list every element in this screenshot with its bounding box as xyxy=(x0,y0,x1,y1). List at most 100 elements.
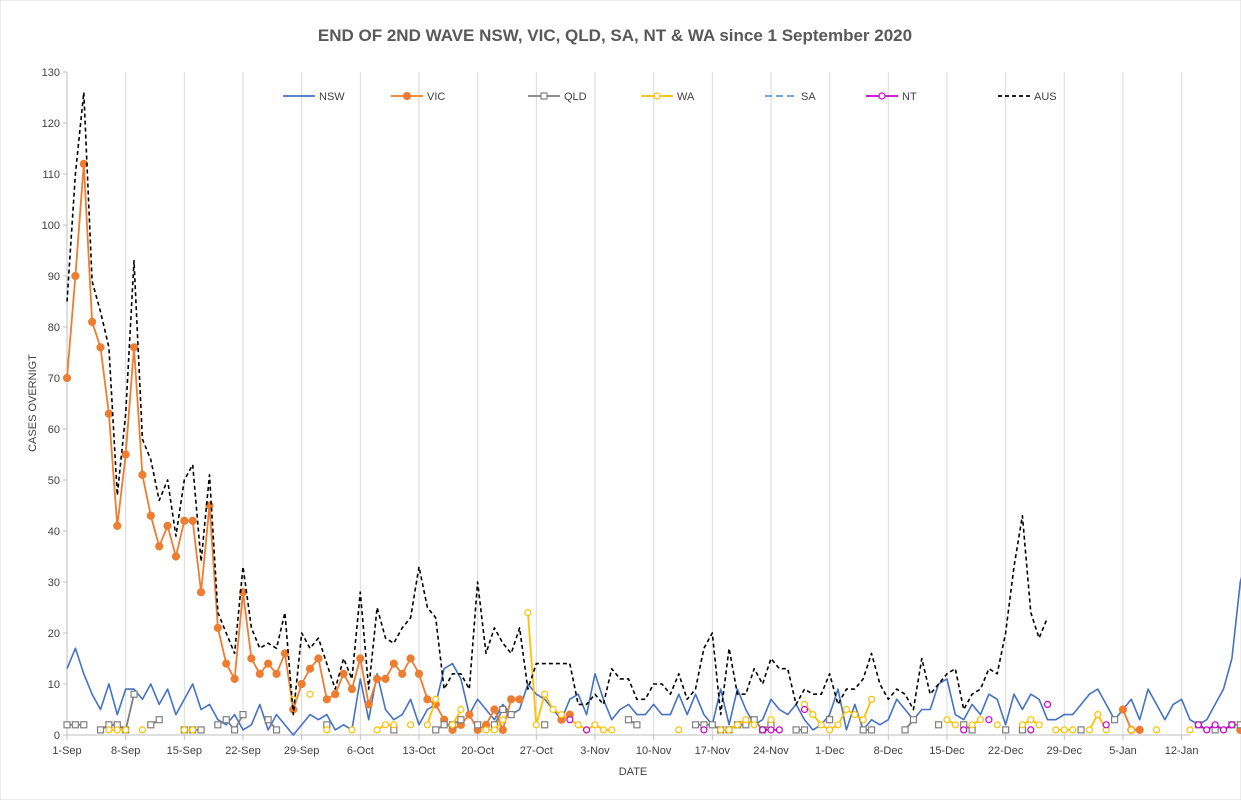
data-point-wa xyxy=(1053,727,1059,733)
data-point-vic xyxy=(315,655,322,662)
data-point-qld xyxy=(634,722,640,728)
x-tick-label: 8-Sep xyxy=(111,745,140,757)
data-point-vic xyxy=(114,522,121,529)
data-point-nt xyxy=(801,707,807,713)
data-point-vic xyxy=(307,665,314,672)
legend-marker-nt xyxy=(879,93,885,99)
data-point-qld xyxy=(793,727,799,733)
data-point-qld xyxy=(500,707,506,713)
data-point-nt xyxy=(776,727,782,733)
data-point-vic xyxy=(256,670,263,677)
chart-title: END OF 2ND WAVE NSW, VIC, QLD, SA, NT & … xyxy=(318,26,912,45)
data-point-vic xyxy=(181,517,188,524)
data-point-vic xyxy=(407,655,414,662)
data-point-wa xyxy=(1095,712,1101,718)
data-point-qld xyxy=(827,717,833,723)
data-point-wa xyxy=(500,717,506,723)
data-point-nt xyxy=(961,727,967,733)
legend-label-wa: WA xyxy=(677,91,695,103)
data-point-wa xyxy=(852,712,858,718)
data-point-vic xyxy=(332,691,339,698)
legend-label-sa: SA xyxy=(801,91,816,103)
data-point-vic xyxy=(374,675,381,682)
data-point-wa xyxy=(550,707,556,713)
data-point-nt xyxy=(1103,722,1109,728)
x-tick-label: 20-Oct xyxy=(461,745,494,757)
data-point-nt xyxy=(701,727,707,733)
data-point-nt xyxy=(1204,727,1210,733)
x-tick-label: 10-Nov xyxy=(636,745,672,757)
data-point-qld xyxy=(265,717,271,723)
data-point-vic xyxy=(172,553,179,560)
data-point-vic xyxy=(499,726,506,733)
data-point-nt xyxy=(1045,701,1051,707)
data-point-qld xyxy=(240,712,246,718)
data-point-vic xyxy=(122,451,129,458)
data-point-wa xyxy=(533,722,539,728)
data-point-vic xyxy=(64,375,71,382)
x-tick-label: 3-Nov xyxy=(580,745,610,757)
data-point-wa xyxy=(835,722,841,728)
data-point-wa xyxy=(491,727,497,733)
x-tick-label: 6-Oct xyxy=(347,745,374,757)
data-point-vic xyxy=(189,517,196,524)
data-point-vic xyxy=(139,471,146,478)
data-point-vic xyxy=(424,696,431,703)
data-point-nt xyxy=(1221,727,1227,733)
data-point-wa xyxy=(751,722,757,728)
y-tick-label: 110 xyxy=(42,169,60,181)
data-point-vic xyxy=(466,711,473,718)
x-tick-label: 27-Oct xyxy=(520,745,553,757)
data-point-nt xyxy=(768,727,774,733)
data-point-wa xyxy=(181,727,187,733)
x-tick-label: 29-Dec xyxy=(1047,745,1083,757)
y-tick-label: 80 xyxy=(48,322,60,334)
legend-marker-qld xyxy=(541,93,547,99)
data-point-vic xyxy=(248,655,255,662)
data-point-wa xyxy=(1061,727,1067,733)
data-point-qld xyxy=(223,717,229,723)
data-point-wa xyxy=(676,727,682,733)
y-tick-label: 50 xyxy=(48,475,60,487)
data-point-qld xyxy=(81,722,87,728)
legend-label-nt: NT xyxy=(902,91,917,103)
data-point-vic xyxy=(265,660,272,667)
data-point-wa xyxy=(1036,722,1042,728)
x-axis-label: DATE xyxy=(619,766,648,778)
y-tick-label: 60 xyxy=(48,424,60,436)
data-point-wa xyxy=(969,722,975,728)
data-point-qld xyxy=(98,727,104,733)
data-point-wa xyxy=(818,722,824,728)
legend-marker-vic xyxy=(404,93,411,100)
legend-label-vic: VIC xyxy=(427,91,445,103)
y-tick-label: 90 xyxy=(48,271,60,283)
data-point-wa xyxy=(726,727,732,733)
data-point-wa xyxy=(374,727,380,733)
legend-label-qld: QLD xyxy=(564,91,587,103)
data-point-nt xyxy=(986,717,992,723)
data-point-wa xyxy=(592,722,598,728)
x-tick-label: 15-Dec xyxy=(929,745,965,757)
data-point-wa xyxy=(190,727,196,733)
x-tick-label: 8-Dec xyxy=(874,745,904,757)
data-point-wa xyxy=(977,717,983,723)
data-point-qld xyxy=(1112,717,1118,723)
y-tick-label: 0 xyxy=(54,730,60,742)
data-point-qld xyxy=(508,712,514,718)
data-point-wa xyxy=(1128,727,1134,733)
data-point-qld xyxy=(72,722,78,728)
data-point-wa xyxy=(123,727,129,733)
y-tick-label: 30 xyxy=(48,577,60,589)
data-point-wa xyxy=(600,727,606,733)
data-point-wa xyxy=(810,712,816,718)
data-point-vic xyxy=(1136,726,1143,733)
data-point-wa xyxy=(114,727,120,733)
data-point-wa xyxy=(609,727,615,733)
data-point-vic xyxy=(214,624,221,631)
data-point-vic xyxy=(491,706,498,713)
y-tick-label: 10 xyxy=(48,679,60,691)
x-tick-label: 17-Nov xyxy=(695,745,731,757)
x-tick-label: 15-Sep xyxy=(167,745,202,757)
data-point-vic xyxy=(164,522,171,529)
